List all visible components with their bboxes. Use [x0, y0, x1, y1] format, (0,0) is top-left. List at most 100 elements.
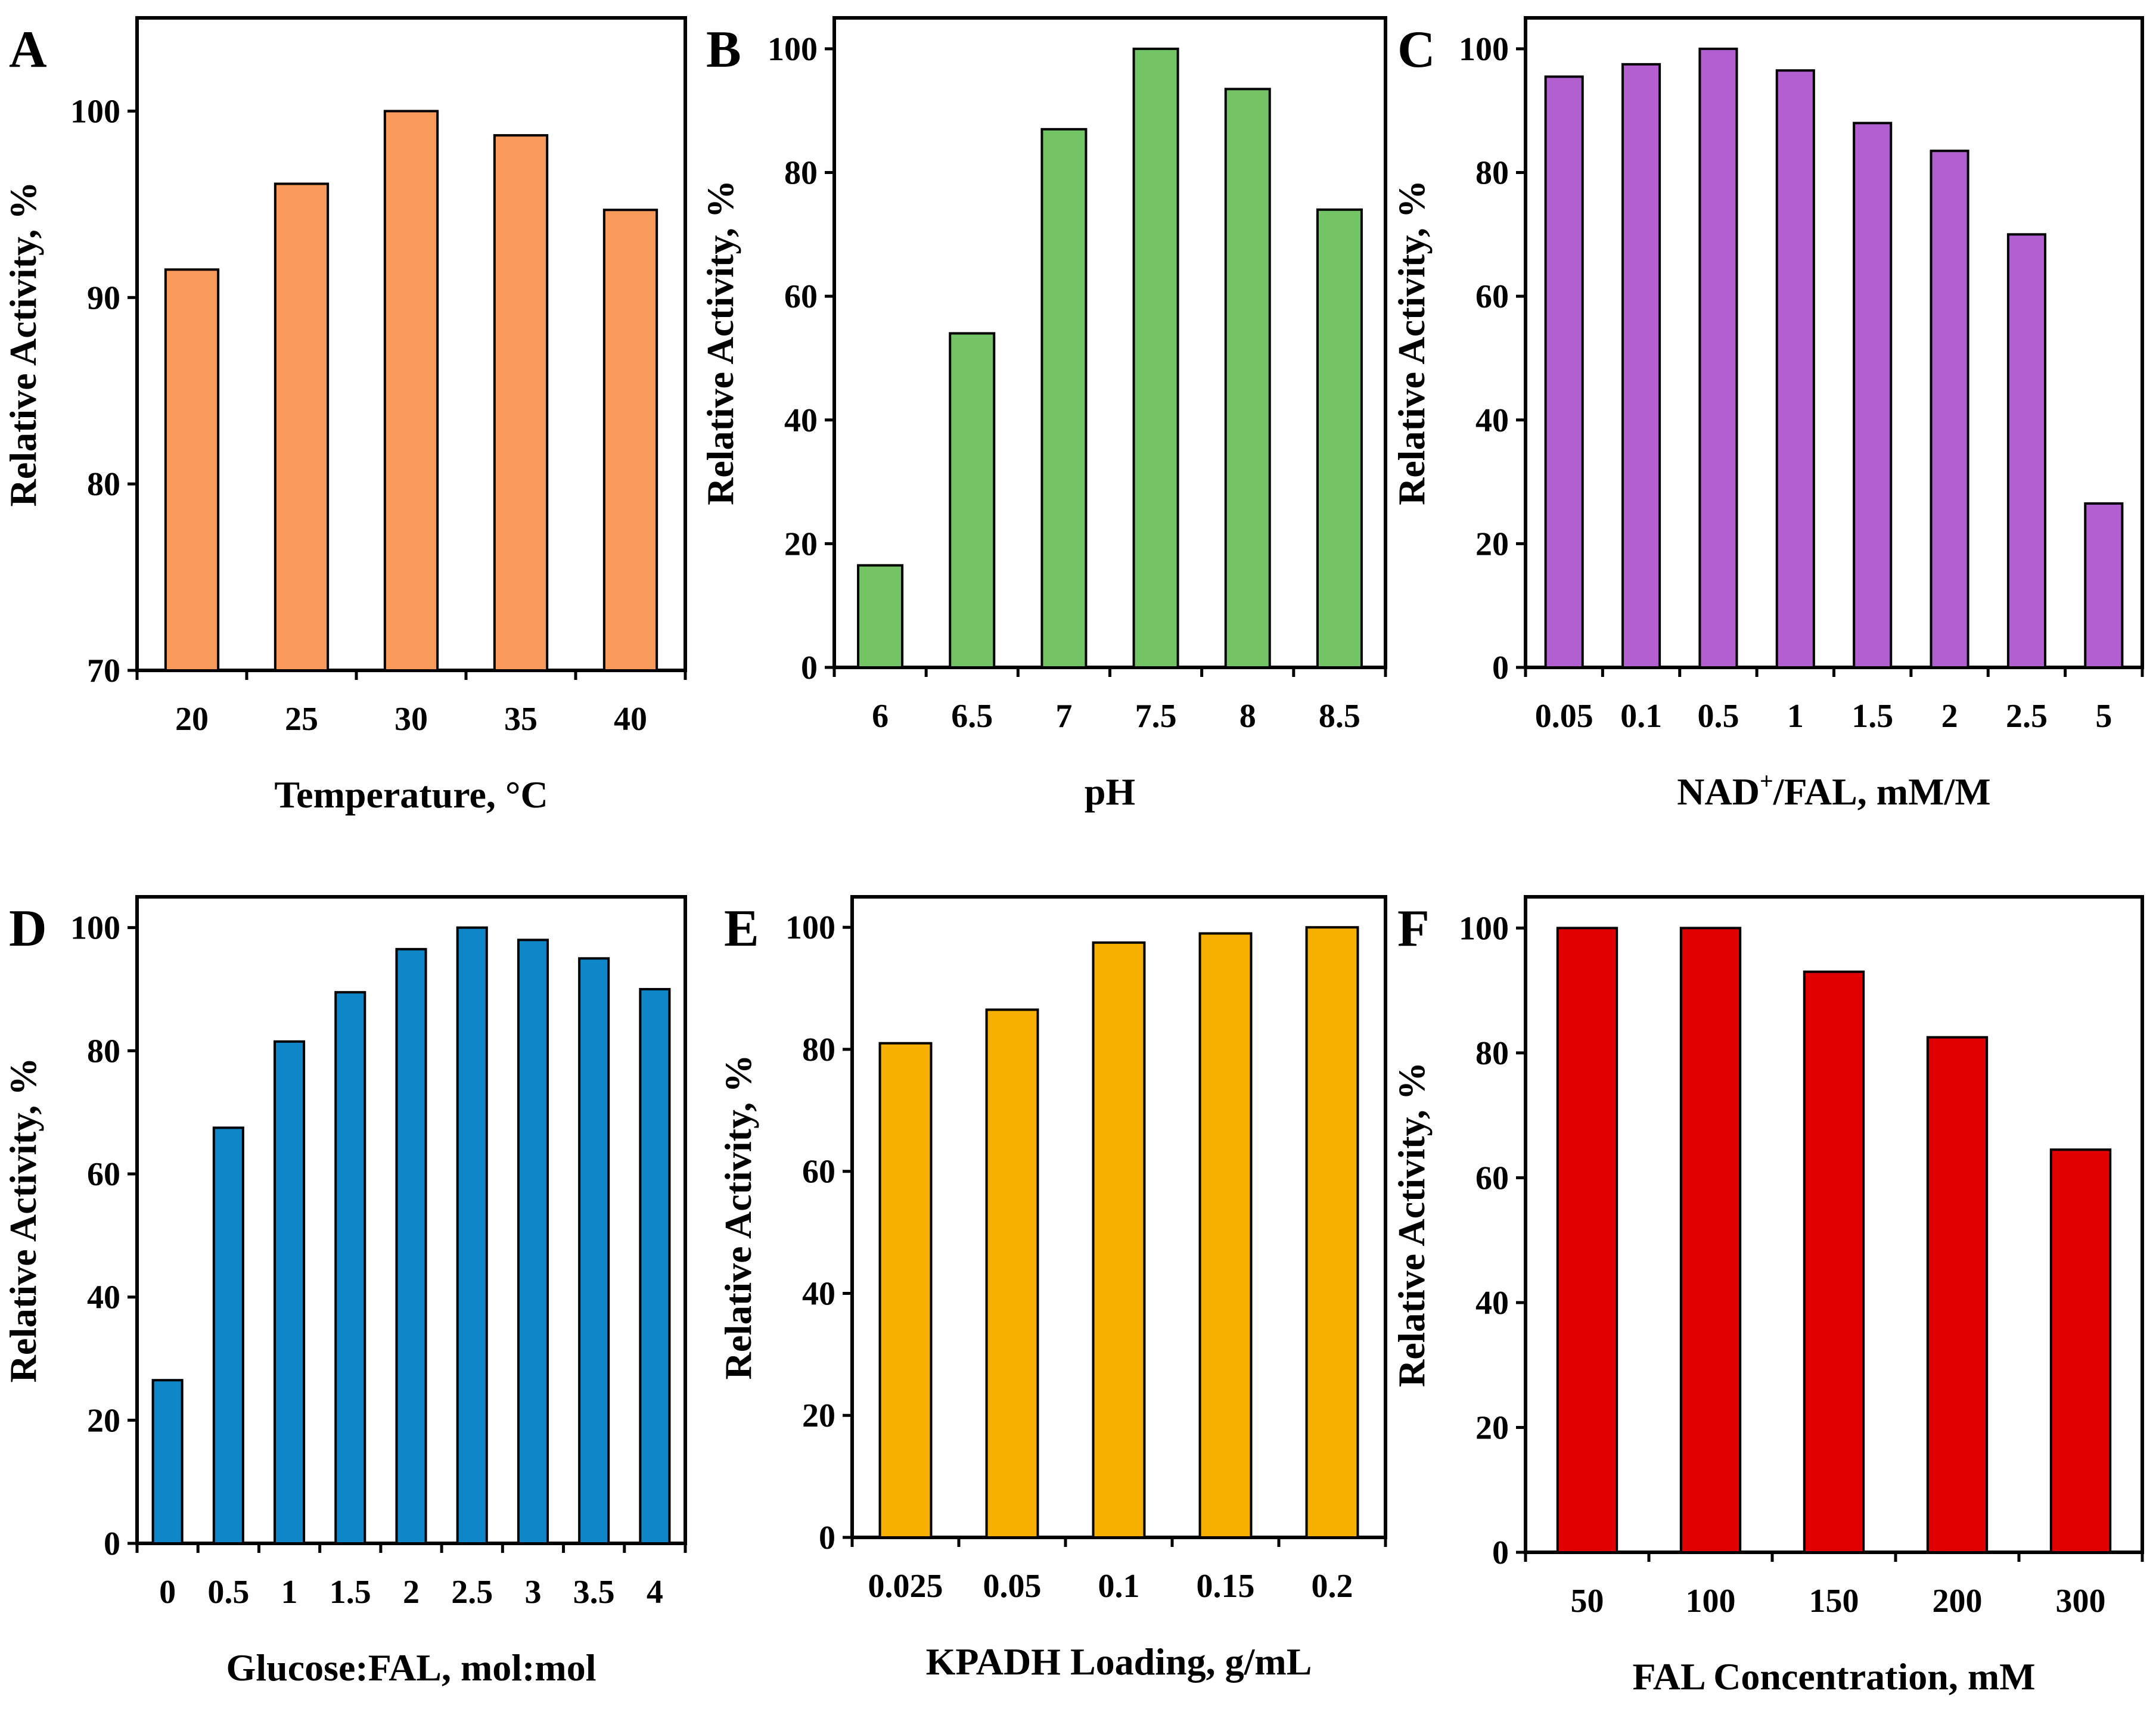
- y-tick-label-a: 100: [70, 93, 120, 130]
- chart-panel-b: 0 20 40 60 80 100 6 6.5 7 7.5 8 8.5 Relative Activit…: [699, 16, 1387, 813]
- x-axis-title-superscript: +: [1760, 768, 1773, 794]
- y-tick-label-f: 0: [1492, 1534, 1509, 1571]
- x-tick-label-a: 30: [394, 701, 428, 738]
- bar-c-7: [2006, 233, 2046, 669]
- x-axis-title-f: FAL Concentration, mM: [1632, 1655, 2035, 1698]
- x-tick-label-d: 1.5: [330, 1574, 371, 1611]
- x-tick-label-f: 100: [1686, 1583, 1736, 1620]
- x-tick-label-c: 1.5: [1851, 698, 1893, 735]
- bar-c-1: [1544, 75, 1584, 669]
- panel-label-a: A: [9, 21, 47, 79]
- y-tick-label-c: 20: [1475, 526, 1509, 563]
- y-tick-label-d: 80: [87, 1033, 120, 1070]
- bar-f-2: [1679, 927, 1742, 1553]
- x-tick-label-d: 2.5: [451, 1574, 493, 1611]
- x-tick-label-d: 2: [403, 1574, 420, 1611]
- y-tick-label-c: 40: [1475, 402, 1509, 439]
- bar-a-3: [383, 110, 439, 672]
- bar-f-3: [1803, 970, 1865, 1553]
- y-axis-title-c: Relative Activity, %: [1390, 180, 1433, 505]
- y-tick-label-d: 100: [70, 910, 120, 947]
- x-tick-label-c: 0.05: [1535, 698, 1593, 735]
- bar-b-6: [1316, 208, 1363, 669]
- x-tick-label-f: 150: [1809, 1583, 1859, 1620]
- y-tick-label-d: 20: [87, 1402, 120, 1439]
- y-tick-label-c: 60: [1475, 278, 1509, 315]
- x-tick-label-e: 0.15: [1197, 1568, 1255, 1605]
- x-axis-title-a: Temperature, °C: [274, 773, 548, 816]
- y-tick-label-f: 20: [1475, 1409, 1509, 1446]
- bar-d-8: [578, 957, 610, 1545]
- y-axis-title-f: Relative Activity, %: [1390, 1062, 1433, 1387]
- y-axis-title-d: Relative Activity, %: [2, 1058, 44, 1383]
- chart-panel-f: 0 20 40 60 80 100 50 100 150 200 300 Relative Activ…: [1390, 895, 2144, 1698]
- bar-d-1: [151, 1379, 184, 1545]
- x-tick-label-b: 8: [1239, 698, 1256, 735]
- y-tick-label-c: 80: [1475, 155, 1509, 192]
- x-tick-label-c: 0.5: [1697, 698, 1739, 735]
- bar-b-4: [1132, 47, 1179, 669]
- bar-e-2: [985, 1008, 1039, 1539]
- x-tick-label-d: 3: [524, 1574, 541, 1611]
- plot-frame-c: [1524, 16, 2144, 669]
- x-tick-label-f: 200: [1933, 1583, 1983, 1620]
- panel-label-b: B: [706, 21, 741, 79]
- x-tick-label-d: 1: [281, 1574, 298, 1611]
- bar-b-3: [1040, 128, 1088, 669]
- chart-panel-e: 0 20 40 60 80 100 0.025 0.05 0.1 0.15 0.2 Relative …: [717, 895, 1387, 1683]
- bar-e-4: [1198, 932, 1253, 1539]
- x-axis-title-e: KPADH Loading, g/mL: [926, 1640, 1312, 1683]
- bar-c-5: [1853, 122, 1893, 669]
- bar-c-8: [2084, 502, 2124, 669]
- y-tick-label-f: 100: [1459, 910, 1509, 947]
- y-tick-label-f: 80: [1475, 1035, 1509, 1072]
- y-tick-label-f: 60: [1475, 1160, 1509, 1197]
- bar-c-6: [1930, 150, 1969, 669]
- bar-c-4: [1775, 69, 1815, 669]
- bar-a-2: [274, 182, 330, 672]
- bar-d-3: [274, 1040, 306, 1545]
- bar-f-4: [1926, 1036, 1989, 1553]
- x-tick-label-d: 4: [647, 1574, 663, 1611]
- bar-d-7: [517, 939, 549, 1545]
- x-tick-label-e: 0.1: [1098, 1568, 1140, 1605]
- bar-a-4: [493, 134, 549, 672]
- y-tick-label-e: 20: [802, 1397, 835, 1434]
- x-tick-label-c: 5: [2095, 698, 2112, 735]
- bar-d-4: [334, 991, 366, 1545]
- x-tick-label-a: 20: [175, 701, 209, 738]
- y-tick-label-b: 40: [784, 402, 818, 439]
- x-tick-label-d: 0.5: [207, 1574, 249, 1611]
- x-tick-label-b: 7: [1055, 698, 1072, 735]
- y-axis-title-e: Relative Activity, %: [717, 1055, 759, 1380]
- x-axis-title-d: Glucose:FAL, mol:mol: [226, 1646, 597, 1689]
- x-tick-label-e: 0.2: [1312, 1568, 1353, 1605]
- y-tick-label-c: 100: [1459, 31, 1509, 68]
- y-tick-label-e: 100: [785, 909, 835, 946]
- x-tick-label-c: 2.5: [2006, 698, 2048, 735]
- y-tick-label-a: 70: [87, 653, 120, 689]
- bar-e-3: [1092, 941, 1146, 1539]
- y-tick-label-a: 90: [87, 279, 120, 316]
- x-tick-label-c: 1: [1787, 698, 1804, 735]
- x-axis-title-part: /FAL, mM/M: [1773, 770, 1991, 813]
- x-tick-label-b: 8.5: [1319, 698, 1360, 735]
- panel-label-e: E: [724, 900, 759, 958]
- bar-b-5: [1224, 88, 1271, 669]
- y-tick-label-a: 80: [87, 466, 120, 503]
- y-axis-title-b: Relative Activity, %: [699, 180, 741, 505]
- y-tick-label-c: 0: [1492, 650, 1509, 686]
- y-tick-label-b: 0: [801, 650, 818, 686]
- y-axis-title-a: Relative Activity, %: [2, 182, 44, 507]
- x-tick-label-c: 2: [1941, 698, 1958, 735]
- x-tick-label-b: 6.5: [951, 698, 993, 735]
- bar-f-5: [2049, 1148, 2112, 1554]
- chart-panel-a: 70 80 90 100 20 25 30 35 40 Relative Activity, % T…: [2, 16, 687, 816]
- x-axis-title-b: pH: [1085, 770, 1135, 813]
- y-tick-label-b: 20: [784, 526, 818, 563]
- x-tick-label-d: 0: [159, 1574, 176, 1611]
- y-tick-label-e: 0: [819, 1520, 835, 1556]
- bar-d-9: [639, 988, 671, 1545]
- y-tick-label-b: 60: [784, 278, 818, 315]
